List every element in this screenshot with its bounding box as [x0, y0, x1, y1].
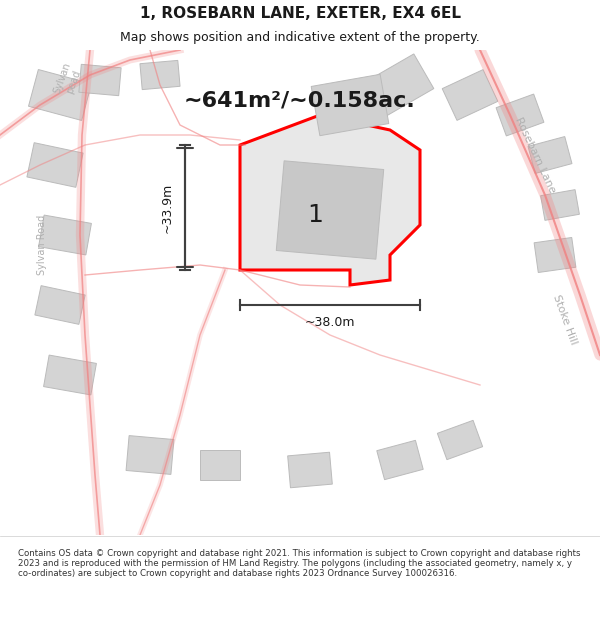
- Polygon shape: [541, 189, 580, 221]
- Polygon shape: [27, 142, 83, 188]
- Polygon shape: [38, 215, 91, 255]
- Polygon shape: [200, 450, 240, 480]
- Text: Stoke Hill: Stoke Hill: [551, 294, 578, 346]
- Text: Sylvan
pead: Sylvan pead: [52, 61, 84, 99]
- Text: ~641m²/~0.158ac.: ~641m²/~0.158ac.: [184, 90, 416, 110]
- Text: Rosebarn Lane: Rosebarn Lane: [513, 116, 557, 194]
- Text: Contains OS data © Crown copyright and database right 2021. This information is : Contains OS data © Crown copyright and d…: [18, 549, 581, 578]
- Polygon shape: [35, 286, 85, 324]
- Polygon shape: [377, 441, 423, 479]
- Polygon shape: [79, 64, 121, 96]
- Polygon shape: [311, 74, 389, 136]
- Polygon shape: [437, 421, 482, 459]
- Text: ~33.9m: ~33.9m: [161, 182, 173, 232]
- Text: Map shows position and indicative extent of the property.: Map shows position and indicative extent…: [120, 31, 480, 44]
- Polygon shape: [140, 61, 180, 89]
- Polygon shape: [126, 436, 174, 474]
- Polygon shape: [534, 238, 576, 272]
- Polygon shape: [240, 115, 420, 285]
- Polygon shape: [29, 69, 91, 121]
- Polygon shape: [442, 69, 498, 121]
- Polygon shape: [44, 355, 97, 395]
- Text: Sylvan Road: Sylvan Road: [37, 215, 47, 275]
- Polygon shape: [366, 54, 434, 116]
- Polygon shape: [496, 94, 544, 136]
- Text: 1: 1: [307, 203, 323, 227]
- Polygon shape: [276, 161, 384, 259]
- Polygon shape: [528, 136, 572, 174]
- Polygon shape: [287, 452, 332, 488]
- Text: ~38.0m: ~38.0m: [305, 316, 355, 329]
- Text: 1, ROSEBARN LANE, EXETER, EX4 6EL: 1, ROSEBARN LANE, EXETER, EX4 6EL: [139, 6, 461, 21]
